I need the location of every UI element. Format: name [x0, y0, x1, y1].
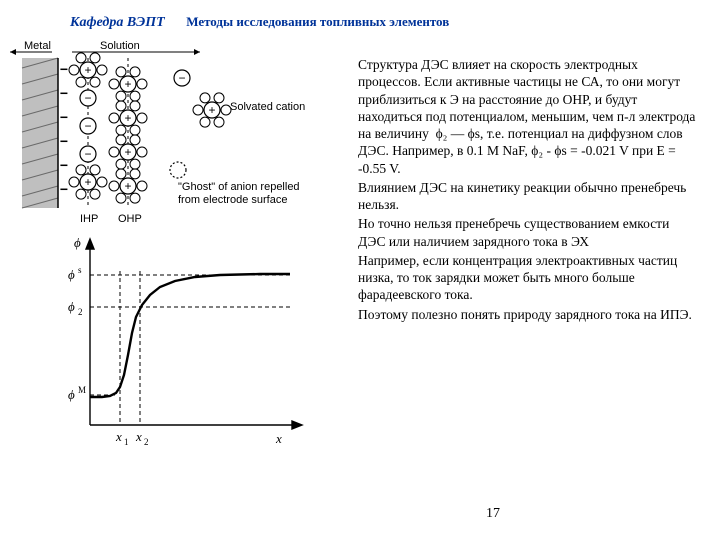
svg-text:+: +	[124, 111, 131, 125]
svg-text:M: M	[78, 385, 86, 395]
paragraph-2: Влиянием ДЭС на кинетику реакции обычно …	[358, 179, 698, 214]
y-axis-label: ϕ	[74, 235, 81, 250]
solution-arrow-label: Solution	[72, 40, 200, 55]
svg-text:+: +	[208, 103, 215, 117]
paragraph-3: Но точно нельзя пренебречь существование…	[358, 215, 698, 250]
ghost-label-line2: from electrode surface	[178, 194, 287, 206]
svg-text:x: x	[115, 429, 122, 444]
department-name: Кафедра ВЭПТ	[70, 15, 165, 30]
svg-text:+: +	[84, 63, 91, 77]
svg-text:ϕ: ϕ	[68, 387, 75, 402]
svg-text:−: −	[60, 61, 68, 77]
ohp-label: OHP	[118, 213, 142, 225]
svg-text:+: +	[124, 77, 131, 91]
slide-subtitle: Методы исследования топливных элементов	[186, 14, 449, 29]
solvated-cation-label: Solvated cation	[230, 101, 305, 113]
ihp-species: + − − − +	[69, 53, 107, 199]
svg-text:−: −	[84, 119, 91, 133]
metal-arrow-label: Metal	[10, 40, 52, 55]
svg-text:−: −	[84, 91, 91, 105]
svg-text:1: 1	[124, 437, 129, 447]
double-layer-diagram: Metal Solution −−−−−− IHP OHP +−−−+ ++++…	[0, 40, 340, 220]
svg-text:−: −	[60, 85, 68, 101]
svg-text:ϕ: ϕ	[68, 299, 75, 314]
svg-text:2: 2	[78, 307, 83, 317]
paragraph-1: Структура ДЭС влияет на скорость электро…	[358, 56, 698, 177]
ghost-label-line1: "Ghost" of anion repelled	[178, 181, 300, 193]
x-axis-label: x	[275, 431, 282, 446]
ohp-species: + + + +	[109, 67, 147, 203]
page-number: 17	[486, 506, 500, 522]
svg-text:Solution: Solution	[100, 40, 140, 52]
svg-text:+: +	[124, 179, 131, 193]
svg-text:−: −	[60, 181, 68, 197]
slide-header: Кафедра ВЭПТ Методы исследования топливн…	[70, 14, 449, 31]
metal-electrode	[22, 58, 58, 208]
svg-text:+: +	[124, 145, 131, 159]
paragraph-4: Например, если концентрация электроактив…	[358, 252, 698, 304]
svg-text:−: −	[178, 71, 185, 85]
svg-text:ϕ: ϕ	[68, 267, 75, 282]
svg-text:2: 2	[144, 437, 149, 447]
svg-text:−: −	[60, 133, 68, 149]
svg-text:s: s	[78, 265, 82, 275]
x-tick-labels: x1x2	[115, 271, 149, 447]
ihp-label: IHP	[80, 213, 98, 225]
svg-text:−: −	[60, 109, 68, 125]
body-text: Структура ДЭС влияет на скорость электро…	[358, 56, 698, 325]
svg-text:−: −	[84, 147, 91, 161]
svg-text:+: +	[84, 175, 91, 189]
svg-text:−: −	[60, 157, 68, 173]
svg-text:x: x	[135, 429, 142, 444]
metal-surface-charges: − − − − − −	[60, 61, 68, 197]
potential-profile-chart: ϕ x ϕsϕ2ϕM x1x2	[30, 225, 320, 465]
svg-text:Metal: Metal	[24, 40, 51, 52]
bulk-species: −+	[170, 70, 231, 178]
y-tick-labels: ϕsϕ2ϕM	[68, 265, 290, 402]
chart-axes	[86, 239, 302, 429]
paragraph-5: Поэтому полезно понять природу зарядного…	[358, 306, 698, 323]
